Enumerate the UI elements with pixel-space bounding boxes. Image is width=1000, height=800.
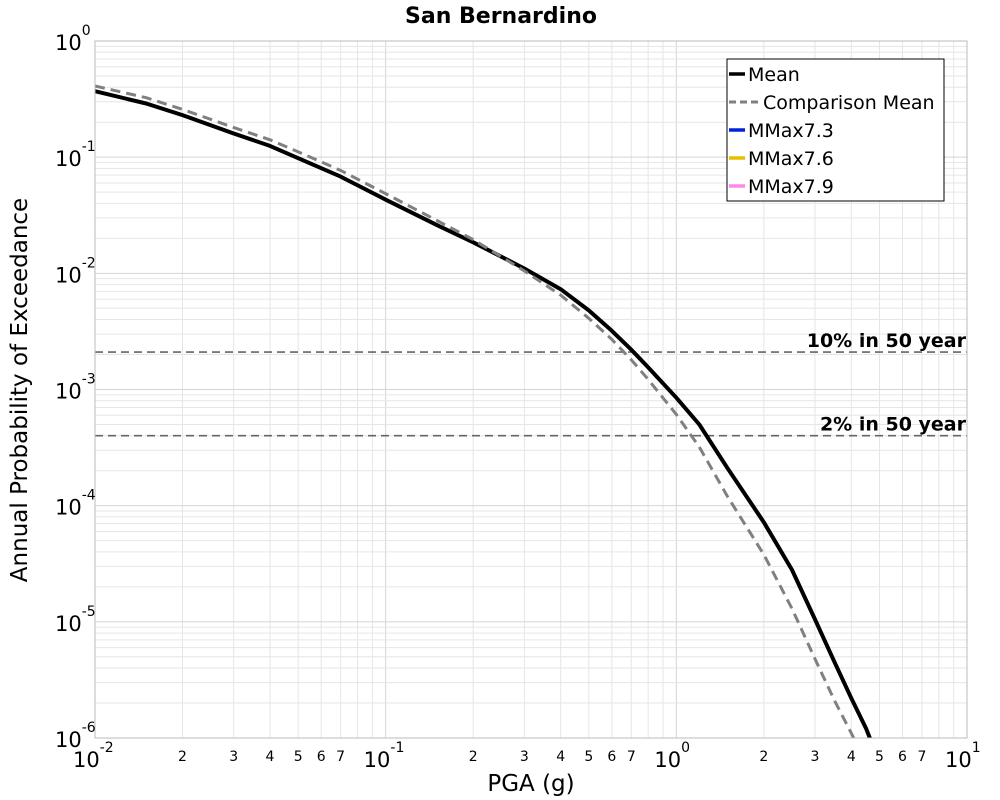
x-minor-tick-label: 6 — [317, 749, 326, 765]
series-lines — [95, 84, 872, 738]
x-minor-tick-label: 6 — [898, 749, 907, 765]
x-minor-tick-label: 7 — [918, 749, 927, 765]
x-tick-label: 10-1 — [364, 740, 405, 772]
chart-title: San Bernardino — [405, 4, 597, 29]
y-axis-ticks: 100 10-1 10-2 10-3 10-4 10-5 10-6 — [55, 23, 96, 752]
reference-line-label: 2% in 50 year — [820, 414, 967, 436]
x-minor-tick-label: 3 — [811, 749, 820, 765]
y-tick-label: 100 — [55, 23, 91, 55]
y-axis-label: Annual Probability of Exceedance — [7, 198, 33, 582]
x-tick-label: 100 — [654, 740, 690, 772]
reference-lines: 10% in 50 year 2% in 50 year — [95, 330, 967, 437]
x-minor-tick-label: 5 — [584, 749, 593, 765]
legend-label: MMax7.3 — [748, 120, 834, 142]
y-tick-label: 10-1 — [55, 139, 96, 171]
plot-frame — [94, 40, 968, 739]
x-minor-tick-label: 7 — [336, 749, 345, 765]
x-minor-tick-label: 5 — [294, 749, 303, 765]
x-axis-label: PGA (g) — [487, 771, 574, 797]
y-tick-label: 10-4 — [55, 488, 96, 520]
y-tick-label: 10-3 — [55, 372, 96, 404]
reference-line-label: 10% in 50 year — [807, 330, 967, 352]
x-minor-tick-label: 3 — [229, 749, 238, 765]
y-tick-label: 10-6 — [55, 720, 96, 752]
x-tick-label: 10-2 — [73, 740, 114, 772]
y-tick-label: 10-2 — [55, 255, 96, 287]
legend-label: Comparison Mean — [763, 92, 935, 114]
x-minor-tick-label: 2 — [469, 749, 478, 765]
x-minor-tick-label: 5 — [875, 749, 884, 765]
x-minor-tick-label: 6 — [607, 749, 616, 765]
x-minor-tick-label: 2 — [178, 749, 187, 765]
legend-box — [726, 58, 945, 202]
legend-label: MMax7.9 — [748, 176, 834, 198]
x-minor-tick-label: 4 — [266, 749, 275, 765]
legend-label: Mean — [748, 64, 800, 86]
x-tick-label: 101 — [945, 740, 981, 772]
series-line-comparison-mean — [95, 84, 856, 738]
x-minor-tick-label: 7 — [627, 749, 636, 765]
x-minor-tick-label: 4 — [847, 749, 856, 765]
x-minor-tick-label: 2 — [759, 749, 768, 765]
legend: Mean Comparison Mean MMax7.3 MMax7.6 MMax7.9 — [726, 58, 945, 202]
x-minor-tick-label: 4 — [556, 749, 565, 765]
y-tick-label: 10-5 — [55, 604, 96, 636]
legend-label: MMax7.6 — [748, 148, 834, 170]
x-minor-tick-label: 3 — [520, 749, 529, 765]
series-line-mean — [95, 89, 872, 738]
